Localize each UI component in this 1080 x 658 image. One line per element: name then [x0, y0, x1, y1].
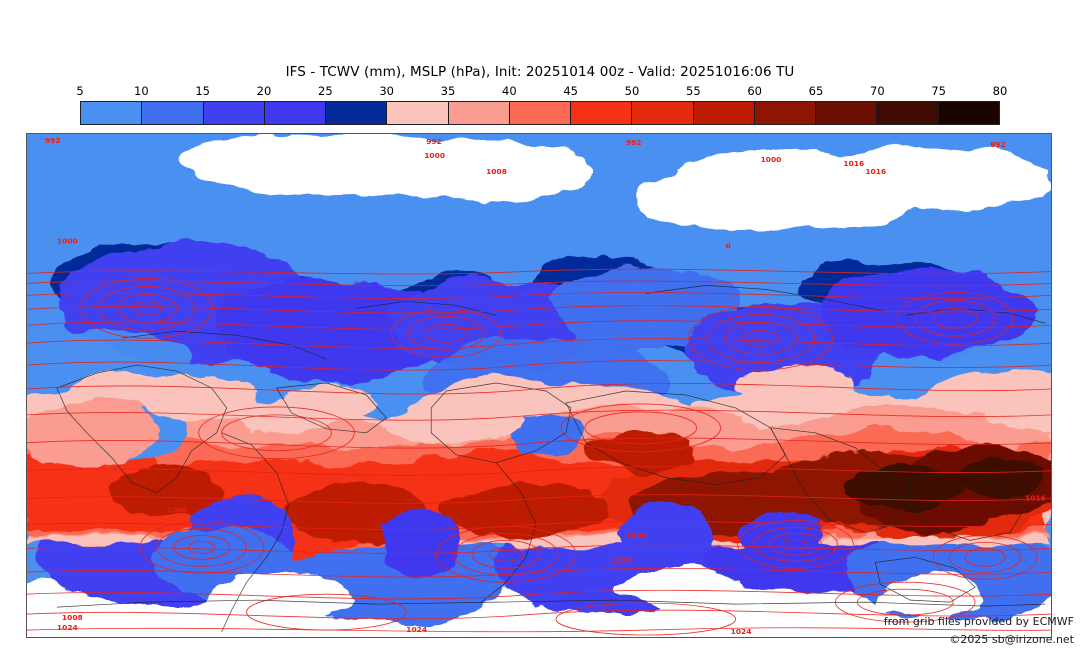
colorbar: 5 10 15 20 25 30 35 40 45 50 55 60 65 70 75 80	[76, 83, 1007, 129]
colorbar-segment	[326, 102, 388, 124]
map-canvas[interactable]: 992 992 992 992 1000 1000 1000 1008 1016…	[26, 133, 1052, 638]
svg-text:1024: 1024	[406, 625, 427, 634]
colorbar-segment	[693, 102, 755, 124]
svg-text:1024: 1024	[731, 627, 752, 636]
svg-text:1008: 1008	[486, 167, 507, 176]
colorbar-tick-label: 50	[624, 84, 640, 98]
colorbar-segment	[816, 102, 878, 124]
map-svg: 992 992 992 992 1000 1000 1000 1008 1016…	[27, 134, 1051, 637]
svg-text:1008: 1008	[626, 530, 647, 539]
page-title: IFS - TCWV (mm), MSLP (hPa), Init: 20251…	[285, 64, 795, 80]
svg-text:1008: 1008	[167, 506, 188, 515]
colorbar-tick-label: 5	[76, 84, 84, 98]
colorbar-tick-label: 25	[318, 84, 333, 98]
colorbar-tick-label: 10	[134, 84, 149, 98]
tcwv-deepest	[847, 457, 1046, 510]
isobar-labels: 992 992 992 992 1000 1000 1000 1008 1016…	[45, 136, 1046, 636]
svg-text:1000: 1000	[761, 155, 782, 164]
colorbar-segment	[571, 102, 633, 124]
colorbar-strip	[80, 101, 1000, 125]
svg-text:1016: 1016	[1025, 494, 1046, 503]
colorbar-segment	[938, 102, 999, 124]
svg-text:1024: 1024	[57, 623, 78, 632]
map-layers: 992 992 992 992 1000 1000 1000 1008 1016…	[27, 134, 1051, 637]
colorbar-tick-label: 15	[195, 84, 210, 98]
svg-text:1000: 1000	[424, 151, 445, 160]
colorbar-segment	[448, 102, 510, 124]
svg-text:1016: 1016	[865, 167, 886, 176]
colorbar-tick-label: 30	[379, 84, 394, 98]
colorbar-segment	[387, 102, 449, 124]
colorbar-tick-label: 40	[502, 84, 517, 98]
colorbar-tick-label: 65	[808, 84, 824, 98]
colorbar-tick-label: 45	[563, 84, 578, 98]
colorbar-segment	[877, 102, 939, 124]
svg-text:992: 992	[990, 140, 1006, 149]
colorbar-segment	[142, 102, 204, 124]
svg-text:1008: 1008	[62, 613, 83, 622]
colorbar-tick-label: 60	[747, 84, 762, 98]
svg-text:992: 992	[45, 136, 61, 145]
colorbar-segment	[203, 102, 265, 124]
colorbar-tick-label: 75	[931, 84, 946, 98]
svg-text:992: 992	[626, 138, 642, 147]
svg-text:1024: 1024	[611, 555, 632, 564]
svg-text:992: 992	[426, 137, 442, 146]
svg-text:0: 0	[726, 242, 731, 251]
data-source-note: from grib files provided by ECMWF	[883, 615, 1074, 628]
coastlines	[56, 285, 1046, 633]
tcwv-field	[27, 134, 1051, 637]
colorbar-segment	[509, 102, 572, 124]
svg-text:1016: 1016	[843, 159, 864, 168]
mslp-isobars	[27, 268, 1051, 636]
colorbar-segment	[264, 102, 327, 124]
tcwv-north-dry	[27, 368, 856, 463]
tcwv-south-dry	[211, 567, 986, 622]
colorbar-tick-label: 35	[440, 84, 456, 98]
copyright-note: ©2025 sb@irizone.net	[949, 633, 1074, 646]
colorbar-segment	[81, 102, 143, 124]
colorbar-tick-labels: 5 10 15 20 25 30 35 40 45 50 55 60 65 70 75 80	[76, 83, 1007, 99]
colorbar-tick-label: 20	[256, 84, 272, 98]
colorbar-tick-label: 70	[870, 84, 885, 98]
svg-text:1000: 1000	[57, 237, 78, 246]
colorbar-tick-label: 55	[686, 84, 701, 98]
colorbar-segment	[754, 102, 817, 124]
colorbar-tick-label: 80	[992, 84, 1008, 98]
colorbar-segment	[632, 102, 694, 124]
